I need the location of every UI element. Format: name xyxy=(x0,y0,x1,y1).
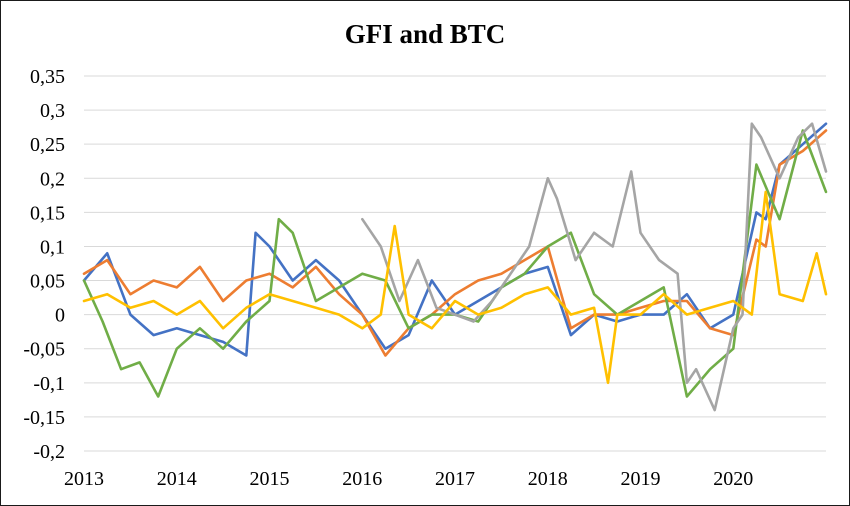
y-tick-label: 0,15 xyxy=(30,202,65,224)
x-tick-label: 2020 xyxy=(713,468,753,490)
x-tick-label: 2016 xyxy=(342,468,382,490)
y-axis-tick-labels: 0,35 0,3 0,25 0,2 0,15 0,1 0,05 0 -0,05 -0,1 -0,15… xyxy=(23,66,65,463)
x-tick-label: 2018 xyxy=(528,468,568,490)
x-tick-label: 2017 xyxy=(435,468,475,490)
x-tick-label: 2019 xyxy=(621,468,661,490)
series-lines xyxy=(82,122,828,412)
series-line-4 xyxy=(360,122,828,412)
y-tick-label: -0,05 xyxy=(23,339,65,361)
y-tick-label: 0,05 xyxy=(30,271,65,293)
y-tick-label: 0,35 xyxy=(30,66,65,88)
series-line-2 xyxy=(82,129,828,357)
y-tick-label: -0,1 xyxy=(33,373,65,395)
series-line-1 xyxy=(82,122,828,357)
chart-title: GFI and BTC xyxy=(345,19,506,49)
y-tick-label: 0,3 xyxy=(40,100,65,122)
gridlines xyxy=(84,75,826,452)
y-tick-label: -0,15 xyxy=(23,407,65,429)
y-tick-label: 0,2 xyxy=(40,168,65,190)
x-tick-label: 2015 xyxy=(250,468,290,490)
series-line-5 xyxy=(82,190,828,385)
y-tick-label: 0,1 xyxy=(40,236,65,258)
y-tick-label: 0,25 xyxy=(30,134,65,156)
x-axis-tick-labels: 2013 2014 2015 2016 2017 2018 2019 2020 xyxy=(64,468,753,490)
y-tick-label: 0 xyxy=(55,305,65,327)
y-tick-label: -0,2 xyxy=(33,441,65,463)
series-line-3 xyxy=(82,129,828,398)
x-tick-label: 2013 xyxy=(64,468,104,490)
x-tick-label: 2014 xyxy=(157,468,197,490)
